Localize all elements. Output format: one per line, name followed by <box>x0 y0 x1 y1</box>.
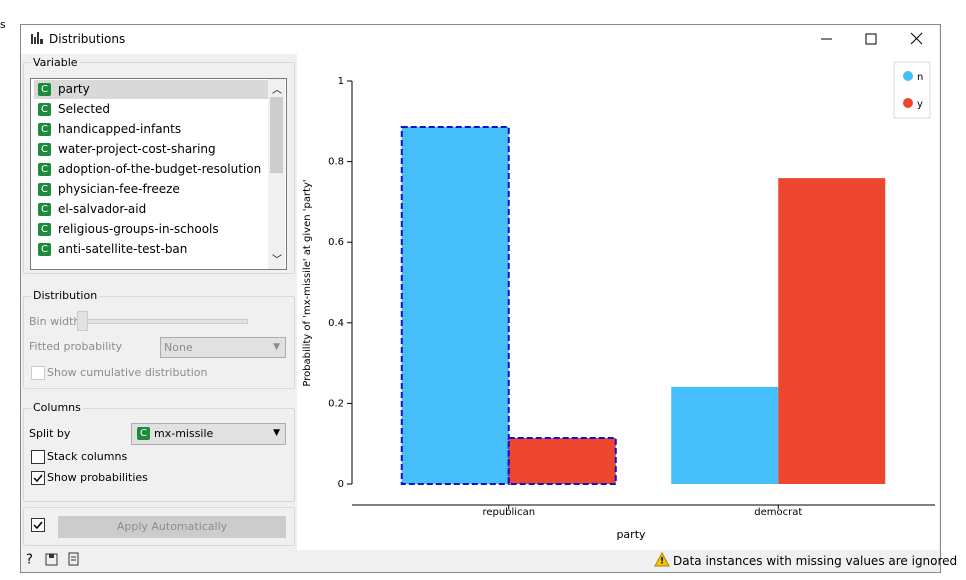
window-controls[interactable] <box>810 28 935 50</box>
svg-text:!: ! <box>660 557 664 567</box>
fitted-label: Fitted probability <box>29 340 123 353</box>
warning-icon: ! <box>654 552 670 567</box>
x-axis-title: party <box>616 528 646 541</box>
bar <box>507 437 617 486</box>
check-mark <box>33 474 43 483</box>
legend-label: n <box>917 72 923 83</box>
bar <box>778 178 886 485</box>
variable-icon: C <box>137 427 150 440</box>
footer-icons[interactable]: ? <box>24 552 84 568</box>
variable-group <box>23 62 295 274</box>
legend-box <box>893 61 931 119</box>
item-label: religious-groups-in-schools <box>58 222 219 236</box>
apply-group <box>23 507 295 546</box>
item-label: Selected <box>58 102 111 116</box>
columns-group <box>23 408 295 502</box>
variable-icon: C <box>38 123 51 136</box>
svg-text:?: ? <box>26 553 33 568</box>
item-label: water-project-cost-sharing <box>58 142 216 156</box>
checkbox-label: Show probabilities <box>47 471 148 484</box>
item-label: handicapped-infants <box>58 122 182 136</box>
variable-icon: C <box>38 183 51 196</box>
combo-value: None <box>164 341 193 354</box>
group-title: Columns <box>31 401 83 414</box>
item-label: el-salvador-aid <box>58 202 147 216</box>
legend-label: y <box>917 99 923 110</box>
combo-value: mx-missile <box>154 427 214 440</box>
checkbox[interactable] <box>31 471 45 485</box>
y-tick-label: 1 <box>338 76 344 87</box>
title-bar <box>21 25 939 54</box>
y-tick-label: 0.2 <box>328 398 344 409</box>
scroll-thumb[interactable] <box>270 97 283 173</box>
list-item[interactable]: C Selected <box>34 100 268 119</box>
variable-icon: C <box>38 203 51 216</box>
legend-dot <box>903 98 913 108</box>
slider-handle <box>77 311 88 331</box>
variable-icon: C <box>38 223 51 236</box>
checkbox <box>31 366 45 380</box>
group-title: Distribution <box>31 289 100 302</box>
legend-dot <box>903 71 913 81</box>
item-label: physician-fee-freeze <box>58 182 180 196</box>
y-tick-label: 0.6 <box>328 237 344 248</box>
distribution-group <box>23 296 295 389</box>
check-mark <box>33 521 43 530</box>
checkbox-label: Stack columns <box>47 450 128 463</box>
variable-icon: C <box>38 163 51 176</box>
y-tick-label: 0.4 <box>328 318 344 329</box>
fitted-combo: None ▼ <box>160 337 286 358</box>
checkbox[interactable] <box>31 450 45 464</box>
y-tick-label: 0 <box>338 479 344 490</box>
bin-width-label: Bin width <box>29 315 81 328</box>
apply-button: Apply Automatically <box>58 516 286 538</box>
y-axis-title: Probability of 'mx-missile' at given 'pa… <box>302 179 313 386</box>
x-tick-label: democrat <box>754 507 802 518</box>
variable-icon: C <box>38 103 51 116</box>
item-label: adoption-of-the-budget-resolution <box>58 162 262 176</box>
scroll-up[interactable]: ︿ <box>272 85 282 96</box>
variable-icon: C <box>38 243 51 256</box>
bar <box>671 386 779 484</box>
background-text: s <box>0 18 6 31</box>
x-tick-label: republican <box>482 507 535 518</box>
checkbox[interactable] <box>31 518 45 532</box>
variable-icon: C <box>38 143 51 156</box>
bar <box>400 125 510 486</box>
app-icon <box>31 32 43 44</box>
group-title: Variable <box>31 56 80 69</box>
split-by-label: Split by <box>29 427 71 440</box>
window-title: Distributions <box>49 32 126 46</box>
checkbox-label: Show cumulative distribution <box>47 366 208 379</box>
item-label: anti-satellite-test-ban <box>58 242 188 256</box>
status-message: Data instances with missing values are i… <box>673 554 958 568</box>
item-label: party <box>58 82 90 96</box>
scroll-down[interactable]: ﹀ <box>272 255 282 266</box>
variable-icon: C <box>38 83 51 96</box>
y-tick-label: 0.8 <box>328 157 344 168</box>
